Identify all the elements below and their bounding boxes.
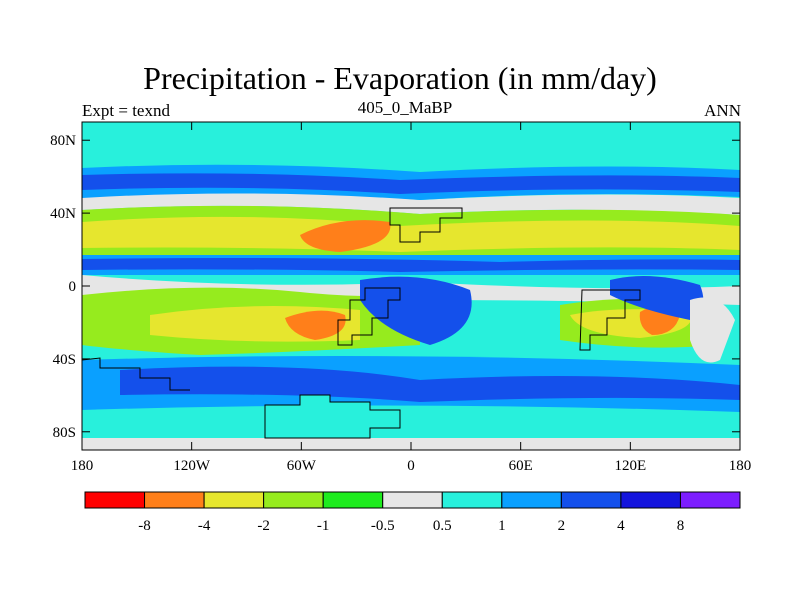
colorbar-label: -8 [138, 518, 151, 534]
field-band [82, 258, 740, 272]
colorbar-swatch [263, 491, 324, 509]
y-tick-label: 80S [53, 425, 76, 441]
colorbar-swatch [382, 491, 443, 509]
season-label: ANN [704, 101, 741, 120]
field-band [82, 191, 740, 215]
colorbar-label: 8 [677, 518, 685, 534]
colorbar-label: -0.5 [371, 518, 395, 534]
colorbar-label: 2 [558, 518, 566, 534]
y-tick-label: 40S [53, 352, 76, 368]
y-tick-label: 40N [50, 206, 76, 222]
plot-title: Precipitation - Evaporation (in mm/day) [143, 60, 657, 96]
colorbar-label: 0.5 [433, 518, 452, 534]
colorbar-label: 4 [617, 518, 625, 534]
colorbar-swatch [501, 491, 562, 509]
field-blob [610, 276, 704, 320]
field-band [82, 173, 740, 194]
field-blob [690, 297, 735, 363]
colorbar-swatch [679, 491, 741, 509]
field-blob [285, 310, 346, 340]
y-tick-label: 0 [69, 279, 77, 295]
colorbar: -8 -4 -2 -1 -0.5 0.5 1 2 4 8 [84, 491, 741, 534]
coastline [264, 394, 401, 439]
colorbar-swatch [144, 491, 205, 509]
field-band [82, 216, 740, 252]
colorbar-label: -2 [257, 518, 270, 534]
period-label: 405_0_MaBP [357, 98, 453, 117]
x-tick-label: 180 [729, 458, 752, 474]
x-tick-label: 60W [287, 458, 317, 474]
colorbar-swatch [203, 491, 265, 509]
colorbar-swatch [560, 491, 622, 509]
axis-ticks: 180 120W 60W 0 60E 120E 180 80N 40N 0 40S 80S [50, 122, 751, 474]
colorbar-label: -1 [317, 518, 330, 534]
heatmap-field [82, 122, 740, 450]
x-tick-label: 120E [614, 458, 646, 474]
coastline [389, 207, 463, 243]
colorbar-label: 1 [498, 518, 506, 534]
colorbar-label: -4 [198, 518, 211, 534]
colorbar-swatch [84, 491, 146, 509]
x-tick-label: 120W [173, 458, 211, 474]
field-blob [300, 220, 391, 252]
x-tick-label: 0 [407, 458, 415, 474]
y-tick-label: 80N [50, 133, 76, 149]
field-blob [360, 276, 472, 345]
colorbar-swatch [441, 491, 503, 509]
x-tick-label: 180 [71, 458, 94, 474]
coastline [82, 357, 190, 391]
colorbar-swatch [322, 491, 384, 509]
experiment-label: Expt = texnd [82, 101, 170, 120]
coastline [337, 287, 641, 351]
x-tick-label: 60E [509, 458, 533, 474]
field-band [120, 366, 740, 402]
colorbar-swatch [620, 491, 681, 509]
